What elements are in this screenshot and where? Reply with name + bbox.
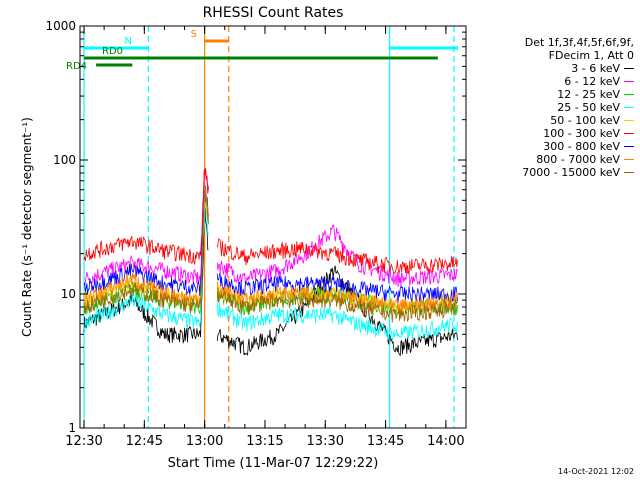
legend-label: 6 - 12 keV — [564, 75, 620, 88]
flag-bars: N S RD0 RD4 — [66, 29, 458, 72]
series-line-8 — [83, 190, 458, 323]
legend-entry: 3 - 6 keV — [474, 62, 634, 75]
series-line-3 — [83, 200, 458, 341]
x-tick-label: 12:30 — [65, 434, 102, 449]
legend-label: 25 - 50 keV — [557, 101, 620, 114]
legend-entry: 300 - 800 keV — [474, 140, 634, 153]
series-line-6 — [83, 184, 458, 303]
legend-label: 7000 - 15000 keV — [522, 166, 620, 179]
legend: Det 1f,3f,4f,5f,6f,9f, FDecim 1, Att 0 3… — [474, 36, 634, 179]
legend-entry: 50 - 100 keV — [474, 114, 634, 127]
legend-entry: 25 - 50 keV — [474, 101, 634, 114]
x-tick-label: 13:15 — [246, 434, 283, 449]
y-tick-label: 1 — [68, 421, 76, 435]
legend-swatch — [624, 146, 634, 147]
legend-header-line-2: FDecim 1, Att 0 — [548, 49, 634, 62]
chart-title: RHESSI Count Rates — [203, 5, 344, 21]
legend-entry: 800 - 7000 keV — [474, 153, 634, 166]
legend-entry: 100 - 300 keV — [474, 127, 634, 140]
legend-swatch — [624, 120, 634, 121]
legend-label: 800 - 7000 keV — [536, 153, 620, 166]
x-tick-label: 13:30 — [307, 434, 344, 449]
legend-entry: 7000 - 15000 keV — [474, 166, 634, 179]
legend-entry: 12 - 25 keV — [474, 88, 634, 101]
legend-header-line-1: Det 1f,3f,4f,5f,6f,9f, — [524, 36, 634, 49]
y-axis-label: Count Rate (s⁻¹ detector segment⁻¹) — [20, 117, 34, 337]
legend-entry: 6 - 12 keV — [474, 75, 634, 88]
y-tick-label: 100 — [53, 153, 76, 167]
legend-label: 3 - 6 keV — [571, 62, 620, 75]
series-lines — [83, 167, 458, 357]
y-tick-label: 1000 — [45, 19, 76, 33]
legend-swatch — [624, 159, 634, 160]
vertical-markers — [83, 26, 455, 428]
series-line-7 — [83, 184, 458, 315]
legend-swatch — [624, 81, 634, 82]
flag-label-rd0: RD0 — [102, 46, 123, 57]
flag-label-rd4: RD4 — [66, 61, 87, 72]
x-tick-label: 13:00 — [186, 434, 223, 449]
x-tick-label: 12:45 — [126, 434, 163, 449]
legend-swatch — [624, 172, 634, 173]
series-line-5 — [83, 167, 458, 276]
x-tick-label: 14:00 — [427, 434, 464, 449]
plot-frame — [79, 25, 467, 429]
legend-label: 50 - 100 keV — [550, 114, 620, 127]
legend-label: 12 - 25 keV — [557, 88, 620, 101]
flag-label-s: S — [191, 29, 197, 40]
legend-label: 300 - 800 keV — [543, 140, 620, 153]
legend-swatch — [624, 133, 634, 134]
footer-timestamp: 14-Oct-2021 12:02 — [558, 467, 634, 476]
legend-swatch — [624, 94, 634, 95]
legend-label: 100 - 300 keV — [543, 127, 620, 140]
flag-label-n: N — [124, 36, 131, 47]
legend-swatch — [624, 68, 634, 69]
y-tick-label: 10 — [61, 287, 76, 301]
y-axis: 1 10 100 1000 — [45, 19, 466, 435]
x-axis-label: Start Time (11-Mar-07 12:29:22) — [168, 456, 379, 471]
x-tick-label: 13:45 — [367, 434, 404, 449]
legend-swatch — [624, 107, 634, 108]
x-axis: 12:30 12:45 13:00 13:15 13:30 13:45 14:00 — [65, 26, 465, 449]
